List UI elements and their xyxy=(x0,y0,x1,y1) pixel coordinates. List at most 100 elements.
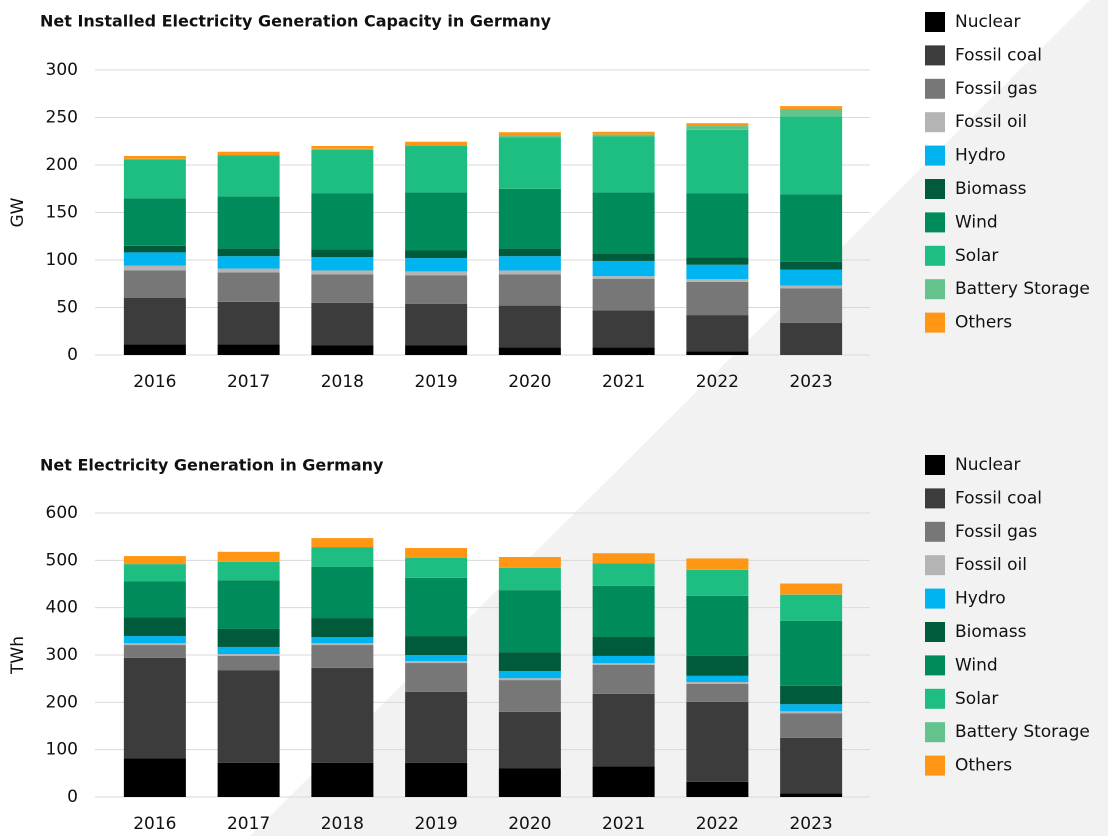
bar-segment xyxy=(217,248,280,257)
bar-segment xyxy=(311,637,374,644)
bar-segment xyxy=(217,628,280,647)
legend-swatch xyxy=(925,145,945,166)
bar-segment xyxy=(311,148,374,150)
bar-segment xyxy=(123,617,186,637)
bar-segment xyxy=(498,136,561,138)
bar-segment xyxy=(686,569,749,596)
bar-segment xyxy=(686,701,749,782)
bar-segment xyxy=(592,134,655,137)
bar-segment xyxy=(780,737,843,794)
x-tick-label: 2017 xyxy=(227,814,270,834)
x-tick-label: 2019 xyxy=(414,814,457,834)
legend-label: Nuclear xyxy=(955,12,1020,32)
legend-label: Biomass xyxy=(955,622,1027,642)
bar-segment xyxy=(686,558,749,570)
bar-segment xyxy=(592,553,655,564)
bar-segment xyxy=(405,192,468,251)
bar-segment xyxy=(311,302,374,346)
bar-segment xyxy=(780,711,843,714)
legend-swatch xyxy=(925,212,945,233)
legend-swatch xyxy=(925,622,945,642)
bar-segment xyxy=(123,270,186,298)
bar-segment xyxy=(217,655,280,671)
chart-title: Net Installed Electricity Generation Cap… xyxy=(40,12,552,31)
bar-segment xyxy=(123,252,186,266)
bar-segment xyxy=(217,561,280,581)
bar-segment xyxy=(686,129,749,194)
bar-segment xyxy=(498,274,561,306)
legend-swatch xyxy=(925,521,945,542)
bar-segment xyxy=(498,132,561,137)
bar-segment xyxy=(405,258,468,272)
legend-label: Biomass xyxy=(955,179,1027,199)
bar-segment xyxy=(123,245,186,253)
bar-segment xyxy=(311,146,374,149)
y-axis-label: GW xyxy=(8,197,28,227)
bar-segment xyxy=(592,693,655,767)
bar-segment xyxy=(405,655,468,662)
legend-swatch xyxy=(925,312,945,333)
bar-segment xyxy=(498,711,561,769)
bar-segment xyxy=(123,265,186,271)
legend-swatch xyxy=(925,245,945,266)
legend-label: Solar xyxy=(955,689,998,709)
y-tick-label: 250 xyxy=(46,108,78,128)
y-tick-label: 150 xyxy=(46,203,78,223)
legend-label: Hydro xyxy=(955,146,1006,166)
bar-segment xyxy=(405,548,468,558)
y-tick-label: 50 xyxy=(56,298,78,318)
bar-segment xyxy=(780,106,843,109)
bar-segment xyxy=(123,758,186,797)
bar-segment xyxy=(405,303,468,346)
bar-segment xyxy=(405,250,468,259)
bar-segment xyxy=(217,151,280,156)
bar-segment xyxy=(498,590,561,653)
bar-segment xyxy=(123,155,186,159)
bar-segment xyxy=(780,285,843,289)
legend-swatch xyxy=(925,488,945,509)
bar-segment xyxy=(217,646,280,655)
bar-segment xyxy=(217,344,280,355)
legend-label: Wind xyxy=(955,212,998,232)
bar-segment xyxy=(217,580,280,629)
bar-segment xyxy=(123,564,186,582)
x-tick-label: 2016 xyxy=(133,814,176,834)
bar-segment xyxy=(592,253,655,261)
y-tick-label: 200 xyxy=(46,692,78,712)
bar-segment xyxy=(498,557,561,568)
bar-segment xyxy=(592,347,655,355)
legend-swatch xyxy=(925,588,945,609)
bar-segment xyxy=(686,281,749,316)
legend-label: Fossil gas xyxy=(955,522,1037,542)
legend-label: Battery Storage xyxy=(955,722,1090,742)
bar-segment xyxy=(311,547,374,567)
y-tick-label: 300 xyxy=(46,60,78,80)
legend-label: Nuclear xyxy=(955,455,1020,475)
legend-swatch xyxy=(925,45,945,66)
legend-swatch xyxy=(925,655,945,676)
bar-segment xyxy=(311,762,374,797)
legend-label: Fossil oil xyxy=(955,555,1027,575)
bar-segment xyxy=(592,279,655,311)
y-tick-label: 100 xyxy=(46,250,78,270)
bar-segment xyxy=(592,310,655,348)
legend-swatch xyxy=(925,755,945,776)
bar-segment xyxy=(405,691,468,763)
bar-segment xyxy=(311,618,374,638)
bar-segment xyxy=(311,274,374,303)
bar-segment xyxy=(592,131,655,135)
bar-segment xyxy=(123,159,186,199)
bar-segment xyxy=(217,301,280,345)
y-axis-label: TWh xyxy=(8,636,28,675)
bar-segment xyxy=(686,351,749,355)
bar-segment xyxy=(311,149,374,194)
y-tick-label: 0 xyxy=(67,345,78,365)
bar-segment xyxy=(498,652,561,672)
bar-segment xyxy=(686,595,749,656)
bar-segment xyxy=(405,636,468,655)
bar-segment xyxy=(217,762,280,797)
bar-segment xyxy=(217,268,280,273)
y-tick-label: 100 xyxy=(46,740,78,760)
legend-label: Fossil gas xyxy=(955,79,1037,99)
